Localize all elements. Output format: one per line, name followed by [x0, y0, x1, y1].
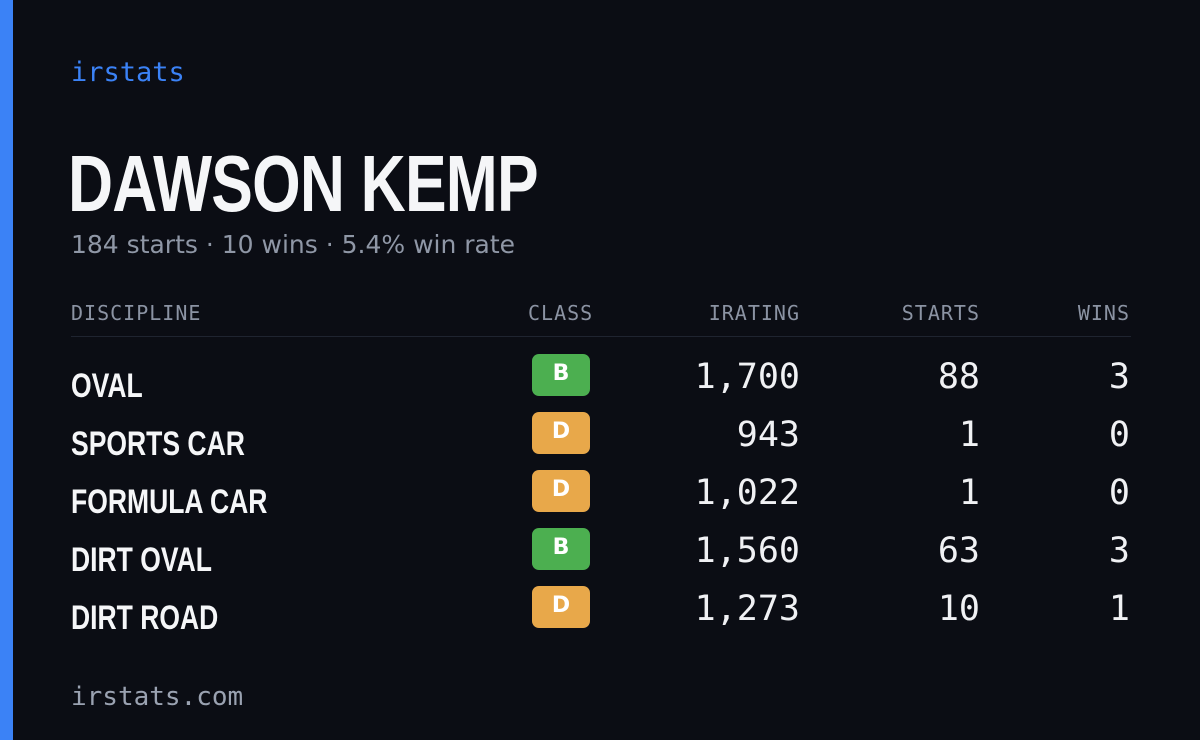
table-row: OVAL B 1,700 88 3: [71, 354, 1131, 412]
wins-value: 3: [1108, 531, 1130, 571]
class-badge: B: [532, 354, 590, 396]
driver-name: DAWSON KEMP: [68, 139, 539, 228]
wins-value: 3: [1108, 357, 1130, 397]
class-badge: D: [532, 412, 590, 454]
table-row: DIRT OVAL B 1,560 63 3: [71, 528, 1131, 586]
irating-value: 1,700: [694, 357, 800, 397]
table-row: DIRT ROAD D 1,273 10 1: [71, 586, 1131, 644]
class-badge: B: [532, 528, 590, 570]
irating-value: 1,273: [694, 589, 800, 629]
header-starts: STARTS: [901, 301, 980, 325]
header-wins: WINS: [1077, 301, 1130, 325]
wins-value: 1: [1108, 589, 1130, 629]
starts-value: 88: [937, 357, 980, 397]
discipline-label: DIRT ROAD: [71, 599, 219, 637]
table-row: FORMULA CAR D 1,022 1 0: [71, 470, 1131, 528]
table-header: DISCIPLINE CLASS IRATING STARTS WINS: [71, 296, 1131, 337]
table-body: OVAL B 1,700 88 3 SPORTS CAR D 943 1 0 FORMULA CAR…: [71, 337, 1131, 644]
irating-value: 1,022: [694, 473, 800, 513]
wins-value: 0: [1108, 473, 1130, 513]
discipline-label: SPORTS CAR: [71, 425, 245, 463]
table-row: SPORTS CAR D 943 1 0: [71, 412, 1131, 470]
footer-url: irstats.com: [71, 682, 244, 712]
starts-value: 1: [958, 415, 980, 455]
starts-value: 63: [937, 531, 980, 571]
accent-bar: [0, 0, 13, 740]
header-discipline: DISCIPLINE: [71, 301, 202, 325]
starts-value: 1: [958, 473, 980, 513]
brand-logo-text: irstats: [71, 57, 185, 88]
discipline-label: DIRT OVAL: [71, 541, 212, 579]
irating-value: 1,560: [694, 531, 800, 571]
discipline-label: FORMULA CAR: [71, 483, 268, 521]
discipline-label: OVAL: [71, 367, 143, 405]
header-irating: IRATING: [708, 301, 800, 325]
wins-value: 0: [1108, 415, 1130, 455]
stats-table: DISCIPLINE CLASS IRATING STARTS WINS OVA…: [71, 296, 1131, 644]
header-class: CLASS: [528, 301, 594, 325]
class-badge: D: [532, 470, 590, 512]
irating-value: 943: [736, 415, 800, 455]
class-badge: D: [532, 586, 590, 628]
starts-value: 10: [937, 589, 980, 629]
driver-summary: 184 starts · 10 wins · 5.4% win rate: [71, 230, 516, 259]
